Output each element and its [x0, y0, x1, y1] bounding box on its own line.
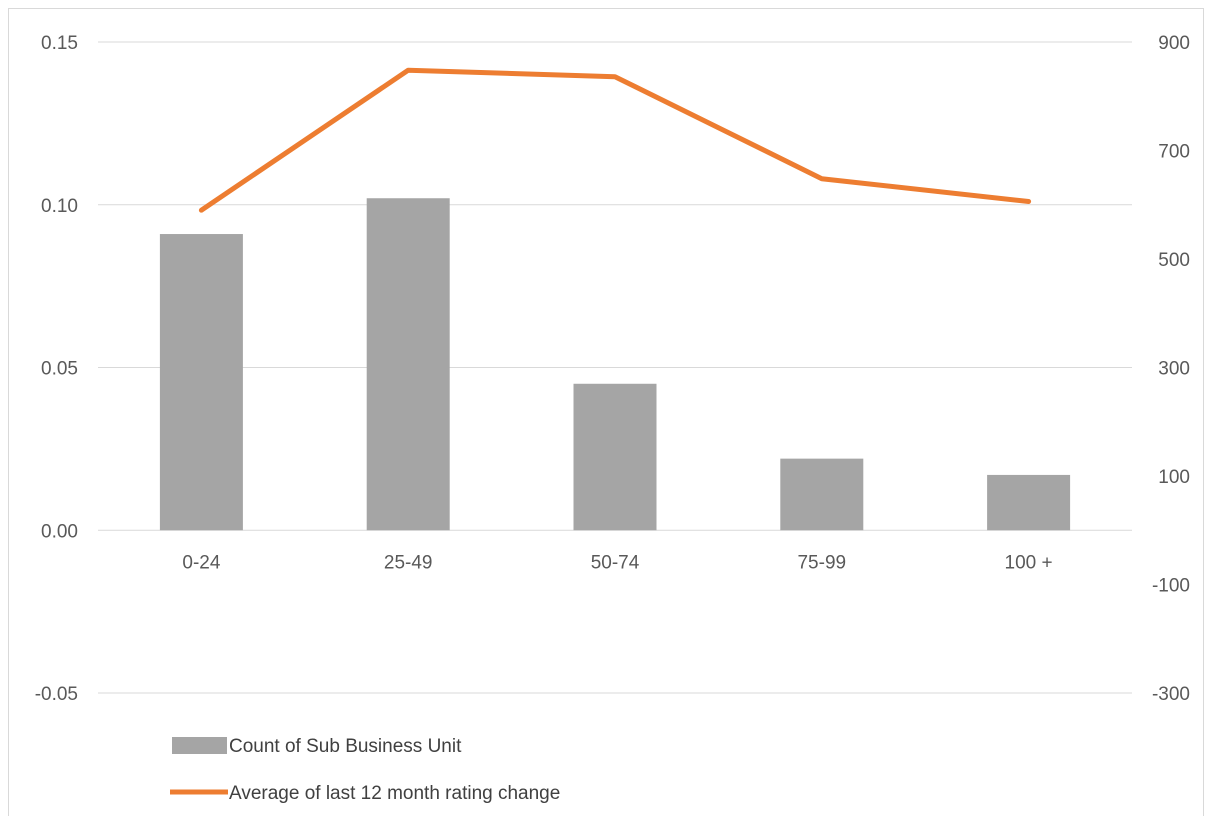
legend: Count of Sub Business Unit Average of la…: [170, 736, 560, 804]
right-axis-ticks: 900 700 500 300 100 -100 -300: [1152, 33, 1190, 705]
legend-swatch-bars: [172, 737, 227, 754]
right-axis-tick-label: 300: [1158, 359, 1190, 380]
line-path: [198, 67, 1032, 213]
right-axis-tick-label: 100: [1158, 467, 1190, 488]
bar-series: [159, 198, 1071, 531]
line-series: [198, 67, 1032, 213]
left-axis-ticks: 0.15 0.10 0.05 0.00 -0.05: [35, 33, 78, 705]
bar: [366, 198, 450, 531]
left-axis-tick-label: -0.05: [35, 684, 78, 705]
bar: [987, 474, 1071, 531]
right-axis-tick-label: -100: [1152, 576, 1190, 597]
x-axis-tick-label: 50-74: [591, 552, 640, 573]
gridlines: [98, 41, 1132, 694]
legend-label-line: Average of last 12 month rating change: [229, 783, 560, 804]
left-axis-tick-label: 0.10: [41, 196, 78, 217]
x-axis-tick-label: 100 +: [1005, 552, 1053, 573]
bar: [780, 458, 864, 531]
x-axis-tick-label: 25-49: [384, 552, 433, 573]
x-axis-ticks: 0-24 25-49 50-74 75-99 100 +: [182, 552, 1052, 573]
left-axis-tick-label: 0.00: [41, 521, 78, 542]
x-axis-tick-label: 75-99: [797, 552, 846, 573]
legend-label-bars: Count of Sub Business Unit: [229, 736, 462, 757]
left-axis-tick-label: 0.15: [41, 33, 78, 54]
right-axis-tick-label: -300: [1152, 684, 1190, 705]
chart-frame: [8, 8, 1204, 816]
left-axis-tick-label: 0.05: [41, 359, 78, 380]
bar: [573, 383, 657, 531]
right-axis-tick-label: 700: [1158, 142, 1190, 163]
bar: [159, 234, 243, 531]
x-axis-tick-label: 0-24: [182, 552, 220, 573]
right-axis-tick-label: 500: [1158, 250, 1190, 271]
right-axis-tick-label: 900: [1158, 33, 1190, 54]
